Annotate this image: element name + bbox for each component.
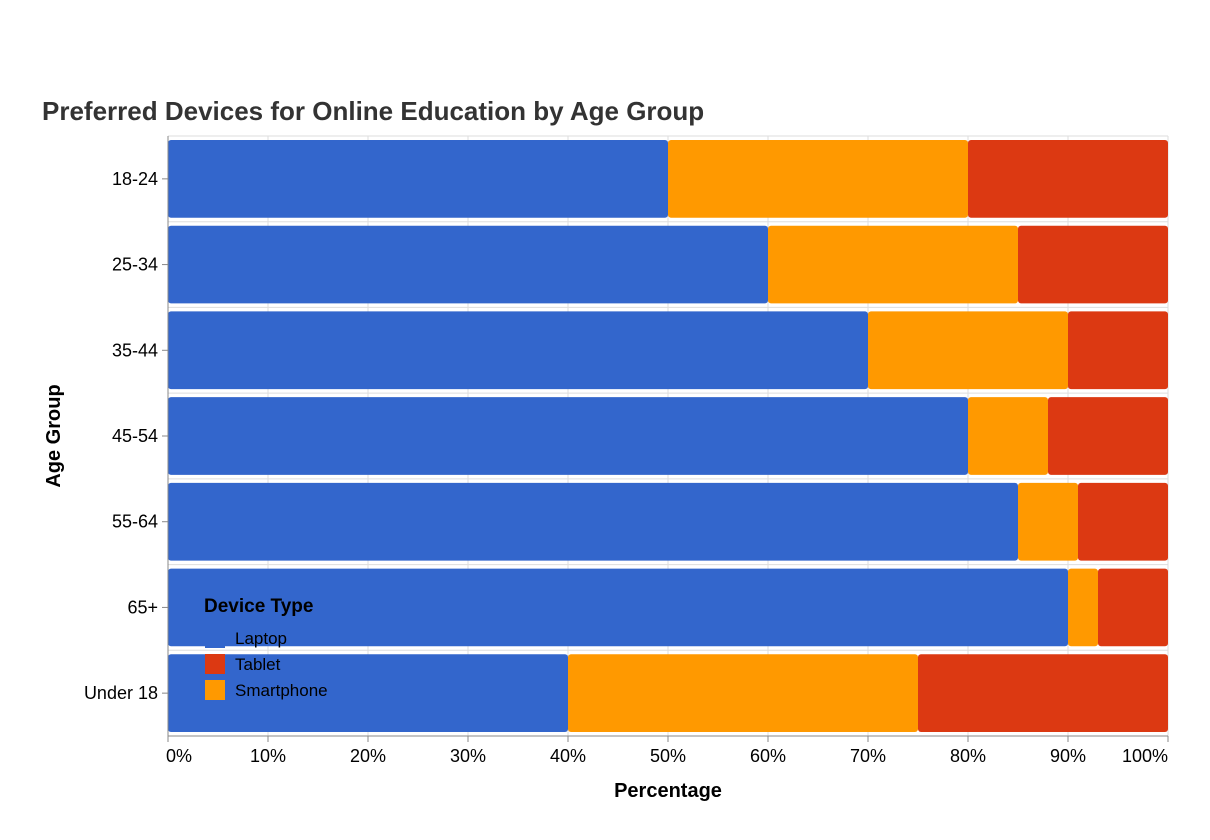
- legend-label-tablet: Tablet: [235, 655, 281, 674]
- bar-laptop-55-64[interactable]: [168, 482, 1018, 561]
- y-axis-title: Age Group: [43, 384, 65, 487]
- x-tick-label: 80%: [950, 746, 986, 766]
- bar-laptop-18-24[interactable]: [168, 140, 668, 218]
- legend-label-laptop: Laptop: [235, 629, 287, 648]
- x-tick-label: 100%: [1122, 746, 1168, 766]
- bar-smartphone-55-64[interactable]: [1018, 482, 1078, 561]
- legend-swatch-smartphone: [205, 680, 225, 700]
- x-tick-label: 50%: [650, 746, 686, 766]
- legend[interactable]: Device Type Laptop Tablet Smartphone: [204, 596, 328, 700]
- bar-smartphone-35-44[interactable]: [868, 311, 1068, 390]
- y-tick-label: Under 18: [84, 683, 158, 703]
- bar-tablet-25-34[interactable]: [1018, 225, 1168, 304]
- bar-tablet-18-24[interactable]: [968, 140, 1168, 218]
- legend-title: Device Type: [204, 596, 313, 617]
- y-tick-label: 35-44: [112, 340, 158, 360]
- bar-tablet-55-64[interactable]: [1078, 482, 1168, 561]
- x-tick-label: 10%: [250, 746, 286, 766]
- bar-smartphone-45-54[interactable]: [968, 397, 1048, 475]
- bar-smartphone-65-[interactable]: [1068, 568, 1098, 647]
- x-tick-label: 40%: [550, 746, 586, 766]
- bar-smartphone-under-18[interactable]: [568, 654, 918, 732]
- x-tick-label: 0%: [166, 746, 192, 766]
- legend-swatch-tablet: [205, 654, 225, 674]
- bar-tablet-65-[interactable]: [1098, 568, 1168, 647]
- y-tick-label: 55-64: [112, 512, 158, 532]
- bar-laptop-65-[interactable]: [168, 568, 1068, 647]
- bars: [168, 140, 1168, 732]
- legend-label-smartphone: Smartphone: [235, 681, 328, 700]
- bar-laptop-35-44[interactable]: [168, 311, 868, 390]
- bar-tablet-35-44[interactable]: [1068, 311, 1168, 390]
- bar-tablet-under-18[interactable]: [918, 654, 1168, 732]
- x-tick-label: 20%: [350, 746, 386, 766]
- x-tick-label: 60%: [750, 746, 786, 766]
- chart-title: Preferred Devices for Online Education b…: [42, 96, 705, 126]
- x-tick-label: 90%: [1050, 746, 1086, 766]
- bar-laptop-under-18[interactable]: [168, 654, 568, 732]
- y-tick-label: 25-34: [112, 255, 158, 275]
- y-tick-label: 65+: [127, 597, 158, 617]
- bar-laptop-25-34[interactable]: [168, 225, 768, 304]
- axes: 0% 10% 20% 30% 40% 50% 60% 70% 80% 90% 100% Percent…: [43, 136, 1169, 802]
- bar-smartphone-25-34[interactable]: [768, 225, 1018, 304]
- y-tick-label: 18-24: [112, 169, 158, 189]
- x-tick-label: 30%: [450, 746, 486, 766]
- bar-smartphone-18-24[interactable]: [668, 140, 968, 218]
- legend-swatch-laptop: [205, 628, 225, 648]
- y-tick-label: 45-54: [112, 426, 158, 446]
- x-axis-title: Percentage: [614, 780, 722, 802]
- bar-laptop-45-54[interactable]: [168, 397, 968, 475]
- x-tick-label: 70%: [850, 746, 886, 766]
- bar-tablet-45-54[interactable]: [1048, 397, 1168, 475]
